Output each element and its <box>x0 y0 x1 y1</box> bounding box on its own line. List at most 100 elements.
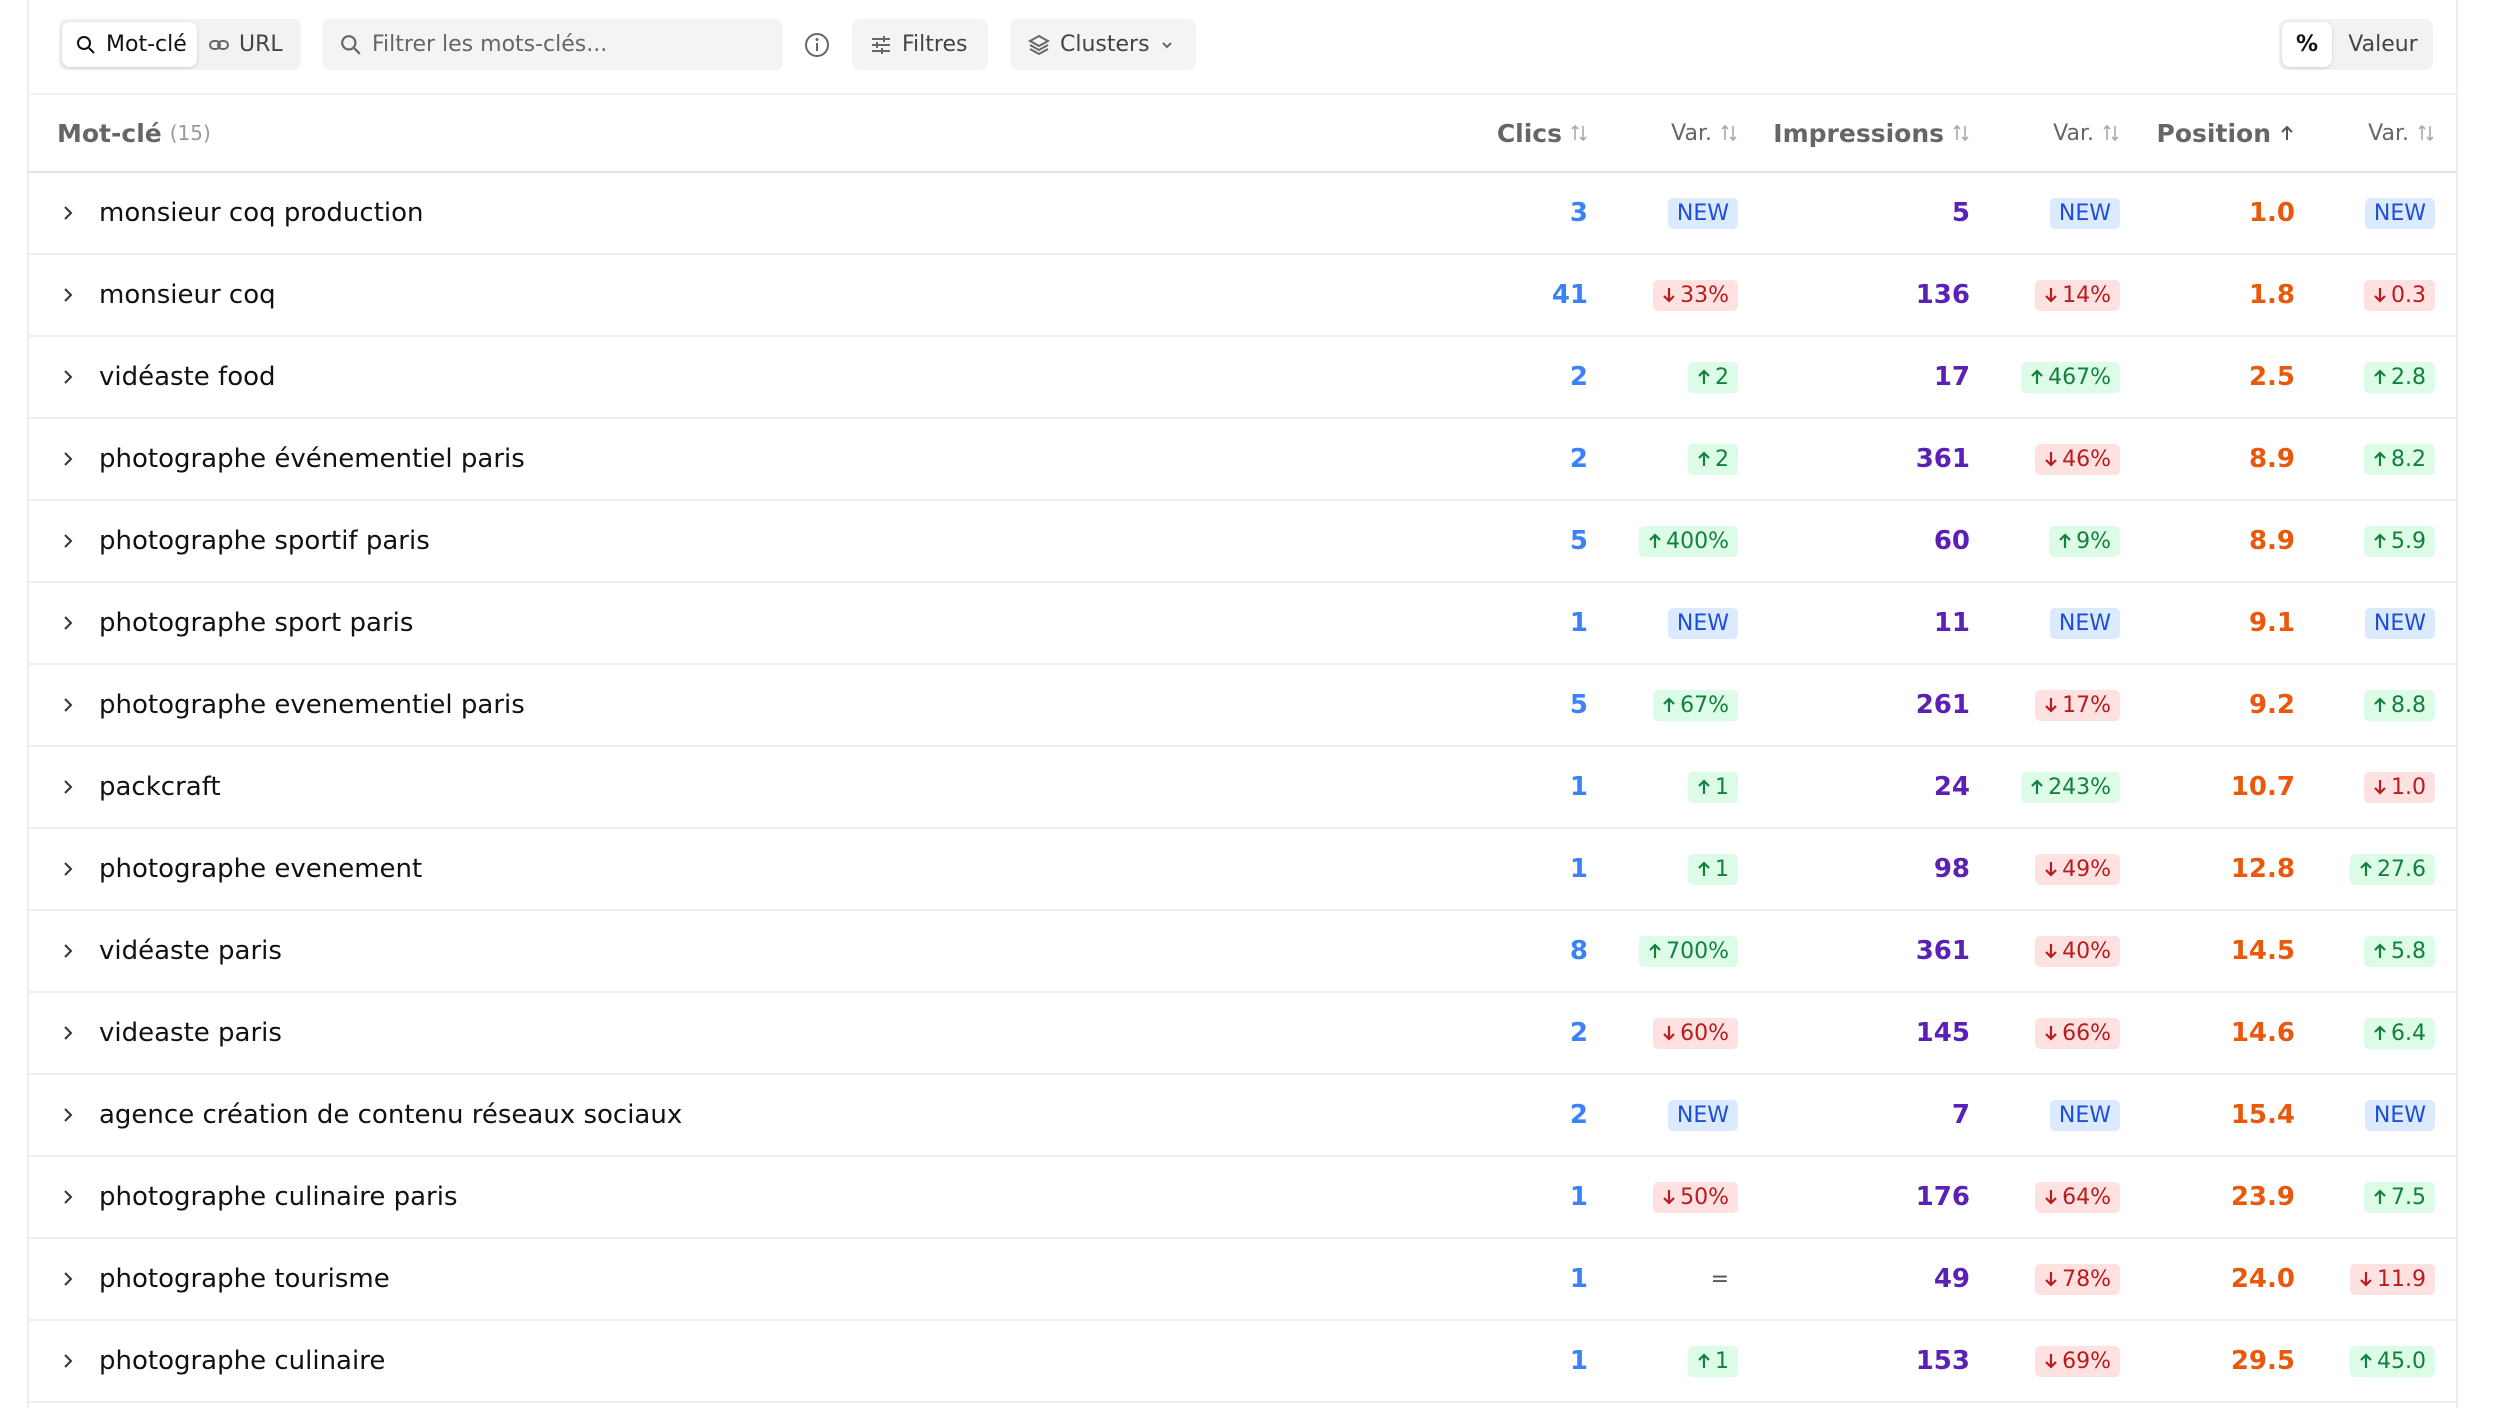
table-row[interactable]: photographe tourisme 1 = 49 78% 24.0 11.9 <box>27 1239 2458 1321</box>
arrow-down-icon <box>2374 780 2386 795</box>
position-var-cell: 45.0 <box>2350 1321 2435 1401</box>
variation-text: 17% <box>2062 692 2111 718</box>
clicks-var-cell: 700% <box>1639 911 1738 991</box>
variation-text: NEW <box>2058 610 2111 636</box>
clicks-header[interactable]: Clics <box>1497 93 1588 173</box>
table-row[interactable]: monsieur coq production 3 NEW 5 NEW 1.0 NEW <box>27 173 2458 255</box>
variation-badge: 6.4 <box>2364 1017 2435 1049</box>
keyword: photographe événementiel paris <box>99 444 525 474</box>
variation-badge: 5.8 <box>2364 935 2435 967</box>
variation-badge: 66% <box>2035 1017 2120 1049</box>
expand-toggle[interactable] <box>61 173 75 253</box>
variation-text: NEW <box>1676 200 1729 226</box>
keyword: agence création de contenu réseaux socia… <box>99 1100 683 1130</box>
expand-toggle[interactable] <box>61 337 75 417</box>
position-cell: 10.7 <box>2231 747 2295 827</box>
position-var-cell: 7.5 <box>2364 1157 2435 1237</box>
variation-text: 400% <box>1666 528 1729 554</box>
table-row[interactable]: photographe evenement 1 1 98 49% 12.8 27.6 <box>27 829 2458 911</box>
expand-toggle[interactable] <box>61 255 75 335</box>
clicks-value: 2 <box>1569 362 1588 392</box>
expand-toggle[interactable] <box>61 829 75 909</box>
clusters-button[interactable]: Clusters <box>1010 19 1196 70</box>
position-header-label: Position <box>2156 118 2271 148</box>
table-row[interactable]: videaste paris 2 60% 145 66% 14.6 6.4 <box>27 993 2458 1075</box>
variation-badge: 2.8 <box>2364 361 2435 393</box>
position-cell: 1.8 <box>2249 255 2295 335</box>
table-row[interactable]: photographe sportif paris 5 400% 60 9% 8.9 5.9 <box>27 501 2458 583</box>
variation-badge: 60% <box>1653 1017 1738 1049</box>
clicks-value: 1 <box>1569 1346 1588 1376</box>
impressions-cell: 361 <box>1916 419 1970 499</box>
clicks-cell: 1 <box>1570 1239 1588 1319</box>
keyword: monsieur coq production <box>99 198 424 228</box>
chevron-right-icon <box>64 780 73 794</box>
arrow-down-icon <box>2045 288 2057 303</box>
mode-url-button[interactable]: URL <box>209 22 297 67</box>
clicks-cell: 5 <box>1570 665 1588 745</box>
arrow-up-icon <box>2374 451 2386 466</box>
table-row[interactable]: photographe événementiel paris 2 2 361 46% 8.… <box>27 419 2458 501</box>
expand-toggle[interactable] <box>61 747 75 827</box>
arrow-up-icon <box>1698 779 1710 794</box>
expand-toggle[interactable] <box>61 1239 75 1319</box>
position-var-header[interactable]: Var. <box>2368 93 2435 173</box>
clicks-var-header[interactable]: Var. <box>1671 93 1738 173</box>
position-var-cell: 1.0 <box>2364 747 2435 827</box>
clicks-value: 1 <box>1569 608 1588 638</box>
impressions-var-cell: 40% <box>2035 911 2120 991</box>
expand-toggle[interactable] <box>61 1321 75 1401</box>
table-row[interactable]: agence création de contenu réseaux socia… <box>27 1075 2458 1157</box>
keyword-header[interactable]: Mot-clé (15) <box>57 93 211 173</box>
info-icon[interactable] <box>804 32 830 58</box>
position-cell: 8.9 <box>2249 419 2295 499</box>
layers-icon <box>1028 34 1050 55</box>
table-row[interactable]: photographe sport paris 1 NEW 11 NEW 9.1 NEW <box>27 583 2458 665</box>
arrow-down-icon <box>1663 288 1675 303</box>
percent-button[interactable]: % <box>2282 22 2332 67</box>
position-value: 23.9 <box>2230 1182 2295 1212</box>
expand-toggle[interactable] <box>61 583 75 663</box>
clicks-value: 1 <box>1569 854 1588 884</box>
expand-toggle[interactable] <box>61 911 75 991</box>
table-row[interactable]: photographe culinaire paris 1 50% 176 64% 23.… <box>27 1157 2458 1239</box>
table-row[interactable]: monsieur coq 41 33% 136 14% 1.8 0.3 <box>27 255 2458 337</box>
filters-button[interactable]: Filtres <box>852 19 988 70</box>
impressions-header[interactable]: Impressions <box>1773 93 1970 173</box>
table-row[interactable]: photographe culinaire 1 1 153 69% 29.5 45.0 <box>27 1321 2458 1403</box>
position-header[interactable]: Position <box>2157 93 2295 173</box>
impressions-cell: 7 <box>1952 1075 1970 1155</box>
table-row[interactable]: vidéaste paris 8 700% 361 40% 14.5 5.8 <box>27 911 2458 993</box>
clicks-var-cell: 2 <box>1688 419 1738 499</box>
table-row[interactable]: packcraft 1 1 24 243% 10.7 1.0 <box>27 747 2458 829</box>
impressions-cell: 153 <box>1916 1321 1970 1401</box>
expand-toggle[interactable] <box>61 1157 75 1237</box>
table-row[interactable]: photographe evenementiel paris 5 67% 261 17%… <box>27 665 2458 747</box>
arrow-down-icon <box>2045 1026 2057 1041</box>
search-input[interactable]: Filtrer les mots-clés... <box>322 19 783 70</box>
impressions-var-header[interactable]: Var. <box>2053 93 2120 173</box>
variation-text: 7.5 <box>2391 1184 2426 1210</box>
expand-toggle[interactable] <box>61 501 75 581</box>
table-row[interactable]: vidéaste food 2 2 17 467% 2.5 2.8 <box>27 337 2458 419</box>
value-button[interactable]: Valeur <box>2337 22 2429 67</box>
expand-toggle[interactable] <box>61 993 75 1073</box>
variation-badge: NEW <box>2049 607 2120 639</box>
impressions-cell: 17 <box>1934 337 1970 417</box>
position-cell: 15.4 <box>2231 1075 2295 1155</box>
impressions-value: 17 <box>1933 362 1970 392</box>
mode-keyword-button[interactable]: Mot-clé <box>62 22 197 67</box>
variation-text: NEW <box>2373 200 2426 226</box>
sort-asc-icon <box>2281 125 2293 140</box>
position-cell: 1.0 <box>2249 173 2295 253</box>
clicks-var-header-label: Var. <box>1671 120 1712 146</box>
position-var-header-label: Var. <box>2368 120 2409 146</box>
expand-toggle[interactable] <box>61 419 75 499</box>
clicks-var-cell: 1 <box>1688 1321 1738 1401</box>
variation-text: 49% <box>2062 856 2111 882</box>
expand-toggle[interactable] <box>61 665 75 745</box>
variation-badge: 27.6 <box>2350 853 2435 885</box>
clicks-var-cell: 50% <box>1653 1157 1738 1237</box>
impressions-cell: 98 <box>1934 829 1970 909</box>
expand-toggle[interactable] <box>61 1075 75 1155</box>
